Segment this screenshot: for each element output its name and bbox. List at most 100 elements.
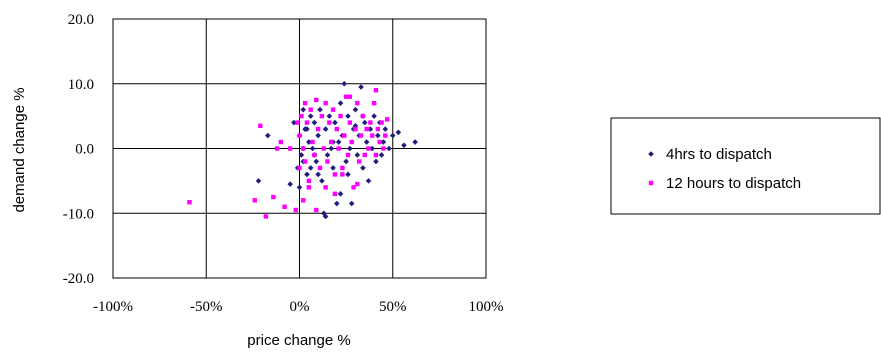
data-point — [319, 178, 325, 184]
data-point — [295, 120, 300, 125]
data-point — [354, 152, 361, 158]
data-point — [351, 185, 356, 190]
data-point — [330, 107, 336, 112]
legend-marker — [648, 180, 654, 186]
data-point — [311, 119, 318, 126]
data-point — [264, 132, 271, 139]
data-point — [274, 146, 280, 151]
data-point — [347, 145, 353, 152]
data-point — [360, 113, 366, 119]
y-tick-label: 0.0 — [75, 142, 94, 158]
data-point — [362, 152, 367, 158]
data-point — [299, 113, 304, 119]
data-point — [334, 126, 339, 132]
data-point — [332, 119, 338, 126]
data-point — [343, 158, 349, 165]
y-tick-label: 10.0 — [68, 77, 94, 93]
data-point — [363, 139, 370, 145]
data-point — [335, 139, 342, 145]
data-point — [377, 139, 382, 145]
data-point — [287, 181, 293, 187]
data-point — [343, 94, 349, 99]
data-point — [252, 198, 257, 203]
data-point — [271, 194, 276, 200]
data-point — [349, 139, 354, 145]
x-tick-label: 0% — [290, 299, 310, 315]
data-point — [304, 120, 310, 125]
data-point — [323, 185, 328, 190]
x-axis-title: price change % — [247, 332, 350, 349]
data-point — [412, 139, 418, 145]
data-point — [322, 213, 329, 220]
data-point — [278, 139, 284, 145]
legend: 4hrs to dispatch 12 hours to dispatch — [610, 117, 881, 215]
data-point — [306, 178, 312, 184]
data-point — [325, 159, 330, 164]
data-point — [340, 172, 345, 177]
data-point — [327, 120, 332, 125]
data-point — [282, 204, 287, 209]
data-point — [312, 152, 317, 158]
data-point — [353, 126, 358, 132]
grid-lines — [112, 18, 487, 279]
data-point — [306, 139, 312, 145]
data-point — [345, 152, 351, 158]
data-point — [382, 126, 389, 132]
data-point — [255, 178, 262, 184]
data-point — [378, 152, 385, 158]
data-point — [384, 117, 390, 122]
data-point — [352, 106, 359, 113]
data-point — [369, 145, 376, 152]
data-point — [337, 100, 344, 106]
x-tick-label: -100% — [93, 299, 133, 315]
data-point — [315, 132, 321, 139]
data-point — [302, 159, 308, 164]
data-point — [355, 100, 360, 106]
data-point — [340, 165, 345, 171]
data-point — [373, 152, 379, 158]
data-point — [347, 94, 353, 99]
data-point — [317, 106, 323, 113]
data-point — [307, 113, 314, 119]
data-point — [386, 145, 392, 152]
data-point — [324, 152, 331, 158]
data-point — [297, 133, 302, 138]
data-point — [360, 165, 366, 171]
tick-labels: -100% -50% 0% 50% 100% 20.0 10.0 0.0 -10.0 -20.0 — [63, 12, 504, 315]
data-point — [380, 139, 387, 145]
data-point — [314, 97, 319, 103]
data-point — [395, 129, 402, 136]
data-point — [345, 171, 351, 178]
data-point — [337, 191, 344, 197]
data-point — [334, 200, 340, 207]
data-point — [355, 181, 360, 187]
data-point — [317, 165, 323, 171]
data-point — [321, 146, 326, 151]
data-point — [315, 126, 321, 132]
data-point — [338, 113, 343, 119]
data-point — [326, 113, 333, 119]
data-point — [307, 165, 314, 171]
data-point — [301, 198, 306, 203]
data-point — [302, 100, 308, 106]
data-point — [297, 165, 302, 171]
data-point — [368, 120, 373, 125]
data-point — [263, 214, 269, 219]
legend-box — [610, 117, 881, 215]
data-point — [314, 207, 319, 213]
x-tick-label: 50% — [379, 299, 407, 315]
data-point — [187, 200, 192, 205]
data-point — [379, 120, 384, 125]
data-point — [356, 159, 362, 164]
data-point — [309, 145, 316, 152]
data-point — [332, 172, 338, 177]
data-point — [304, 126, 310, 132]
data-point — [373, 158, 379, 165]
data-point — [381, 146, 386, 151]
legend-label: 4hrs to dispatch — [666, 146, 772, 163]
data-point — [358, 84, 364, 90]
data-point — [293, 207, 298, 213]
y-tick-label: 20.0 — [68, 12, 94, 28]
data-point — [371, 113, 377, 119]
